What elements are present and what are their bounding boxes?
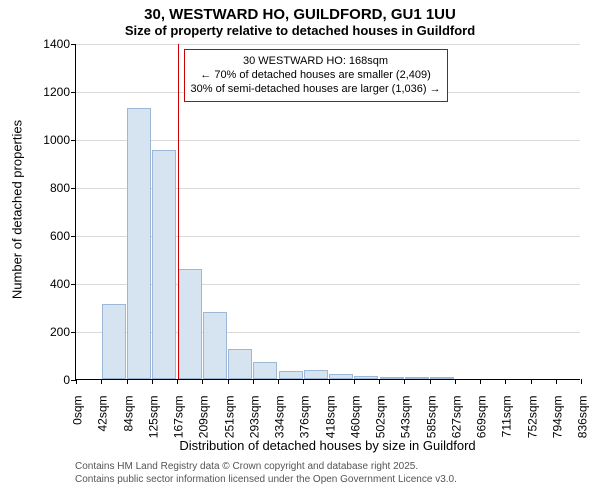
xtick-label: 334sqm <box>270 396 287 439</box>
xtick-label: 167sqm <box>169 396 186 439</box>
xtick-mark <box>480 379 481 384</box>
reference-line <box>178 44 179 379</box>
histogram-bar <box>380 377 404 379</box>
page-title: 30, WESTWARD HO, GUILDFORD, GU1 1UU <box>0 0 600 23</box>
ytick-label: 200 <box>50 325 76 339</box>
xtick-label: 669sqm <box>472 396 489 439</box>
attribution-line: Contains HM Land Registry data © Crown c… <box>75 460 580 473</box>
xtick-mark <box>202 379 203 384</box>
xtick-label: 125sqm <box>143 396 160 439</box>
xtick-label: 585sqm <box>421 396 438 439</box>
xtick-mark <box>505 379 506 384</box>
attribution-line: Contains public sector information licen… <box>75 473 580 486</box>
annotation-box: 30 WESTWARD HO: 168sqm← 70% of detached … <box>184 49 448 102</box>
histogram-bar <box>253 362 277 379</box>
xtick-mark <box>379 379 380 384</box>
xtick-mark <box>228 379 229 384</box>
gridline-h <box>76 44 580 45</box>
ytick-label: 600 <box>50 229 76 243</box>
xtick-label: 84sqm <box>118 396 135 432</box>
xtick-label: 836sqm <box>573 396 590 439</box>
xtick-label: 209sqm <box>194 396 211 439</box>
xtick-mark <box>278 379 279 384</box>
histogram-bar <box>329 374 353 379</box>
xtick-label: 293sqm <box>244 396 261 439</box>
histogram-bar <box>279 371 303 379</box>
gridline-h <box>76 140 580 141</box>
chart-plot-area: 02004006008001000120014000sqm42sqm84sqm1… <box>75 44 580 380</box>
xtick-mark <box>354 379 355 384</box>
y-axis-label: Number of detached properties <box>10 110 25 310</box>
histogram-bar <box>203 312 227 379</box>
histogram-bar <box>178 269 202 379</box>
annotation-line: ← 70% of detached houses are smaller (2,… <box>191 68 441 82</box>
xtick-mark <box>127 379 128 384</box>
xtick-mark <box>329 379 330 384</box>
xtick-mark <box>430 379 431 384</box>
xtick-label: 460sqm <box>345 396 362 439</box>
histogram-bar <box>304 370 328 379</box>
xtick-mark <box>253 379 254 384</box>
ytick-label: 0 <box>63 373 76 387</box>
ytick-label: 1400 <box>43 37 76 51</box>
xtick-label: 794sqm <box>547 396 564 439</box>
xtick-label: 543sqm <box>396 396 413 439</box>
xtick-label: 418sqm <box>320 396 337 439</box>
annotation-line: 30% of semi-detached houses are larger (… <box>191 82 441 96</box>
xtick-mark <box>455 379 456 384</box>
histogram-bar <box>354 376 378 379</box>
xtick-label: 251sqm <box>219 396 236 439</box>
histogram-bar <box>228 349 252 379</box>
xtick-label: 627sqm <box>446 396 463 439</box>
histogram-bar <box>430 377 454 379</box>
xtick-mark <box>303 379 304 384</box>
xtick-mark <box>177 379 178 384</box>
xtick-mark <box>101 379 102 384</box>
xtick-label: 711sqm <box>497 396 514 438</box>
histogram-bar <box>152 150 176 379</box>
ytick-label: 1000 <box>43 133 76 147</box>
x-axis-label: Distribution of detached houses by size … <box>75 438 580 453</box>
histogram-bar <box>127 108 151 379</box>
histogram-bar <box>102 304 126 379</box>
figure: 30, WESTWARD HO, GUILDFORD, GU1 1UU Size… <box>0 0 600 500</box>
xtick-label: 502sqm <box>371 396 388 439</box>
ytick-label: 1200 <box>43 85 76 99</box>
histogram-bar <box>405 377 429 379</box>
xtick-mark <box>76 379 77 384</box>
xtick-label: 42sqm <box>93 396 110 432</box>
xtick-mark <box>404 379 405 384</box>
xtick-label: 752sqm <box>522 396 539 439</box>
xtick-mark <box>556 379 557 384</box>
attribution-text: Contains HM Land Registry data © Crown c… <box>75 460 580 486</box>
ytick-label: 800 <box>50 181 76 195</box>
xtick-mark <box>152 379 153 384</box>
xtick-label: 0sqm <box>68 396 85 425</box>
ytick-label: 400 <box>50 277 76 291</box>
xtick-mark <box>581 379 582 384</box>
xtick-mark <box>531 379 532 384</box>
annotation-line: 30 WESTWARD HO: 168sqm <box>191 54 441 68</box>
xtick-label: 376sqm <box>295 396 312 439</box>
page-subtitle: Size of property relative to detached ho… <box>0 23 600 38</box>
